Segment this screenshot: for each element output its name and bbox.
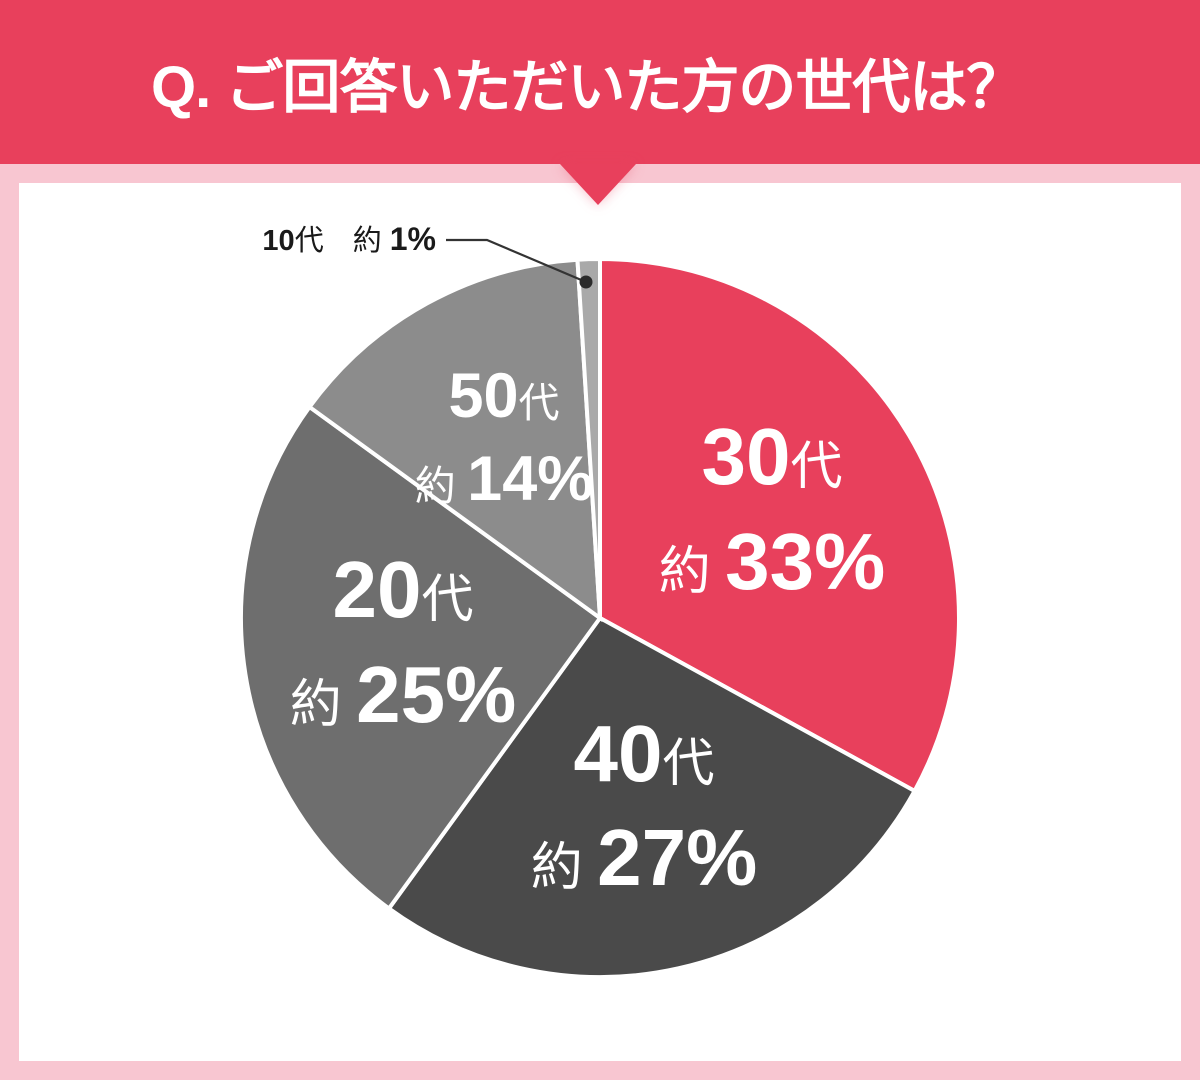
svg-text:10代 約 1%: 10代 約 1%: [262, 221, 436, 257]
